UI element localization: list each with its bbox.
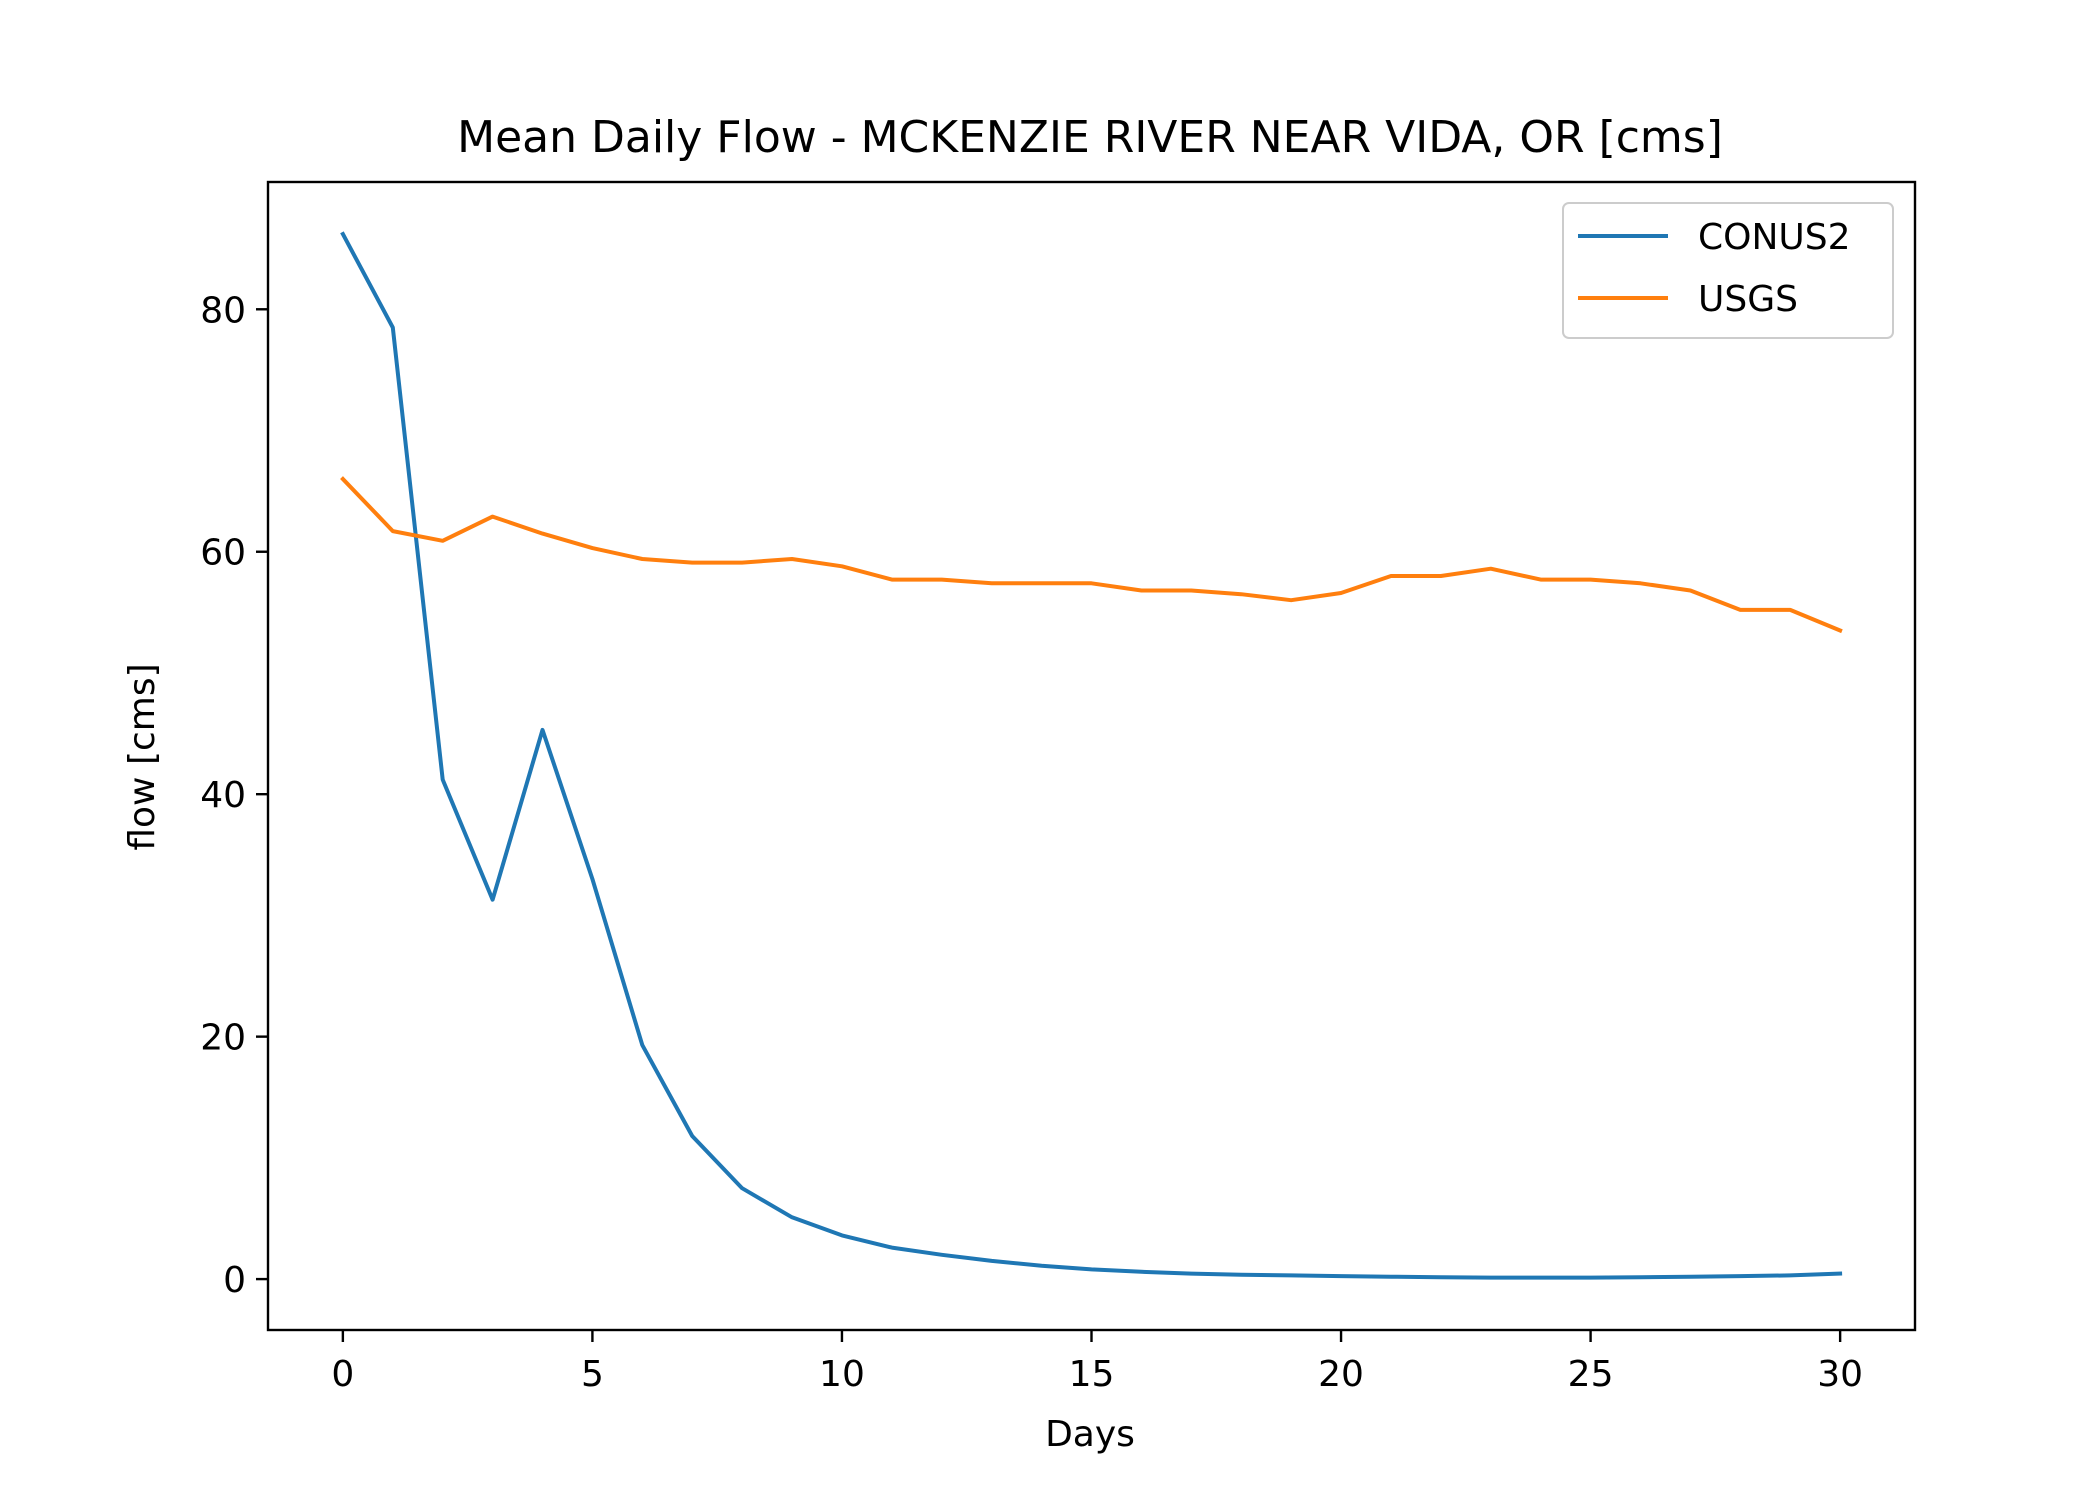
y-tick-label: 0	[223, 1260, 246, 1301]
y-axis-ticks: 0 20 40 60 80	[200, 290, 268, 1301]
legend-label-conus2: CONUS2	[1698, 217, 1851, 258]
x-axis-ticks: 0 5 10 15 20 25 30	[331, 1330, 1863, 1395]
x-tick-label: 25	[1568, 1354, 1614, 1395]
series-line-usgs	[340, 476, 1843, 634]
y-tick-label: 80	[200, 290, 246, 331]
x-tick-label: 10	[819, 1354, 865, 1395]
x-axis-label: Days	[1045, 1414, 1135, 1455]
y-tick-label: 40	[200, 775, 246, 816]
x-tick-label: 5	[581, 1354, 604, 1395]
y-tick-label: 60	[200, 533, 246, 574]
series-line-conus2	[340, 231, 1843, 1280]
y-tick-label: 20	[200, 1018, 246, 1059]
y-axis-label: flow [cms]	[122, 663, 163, 850]
legend-label-usgs: USGS	[1698, 279, 1798, 320]
legend: CONUS2 USGS	[1562, 202, 1894, 339]
x-tick-label: 20	[1318, 1354, 1364, 1395]
x-tick-label: 15	[1069, 1354, 1115, 1395]
x-tick-label: 30	[1817, 1354, 1863, 1395]
chart-title: Mean Daily Flow - MCKENZIE RIVER NEAR VI…	[457, 112, 1723, 163]
x-tick-label: 0	[331, 1354, 354, 1395]
series-lines	[340, 231, 1843, 1280]
